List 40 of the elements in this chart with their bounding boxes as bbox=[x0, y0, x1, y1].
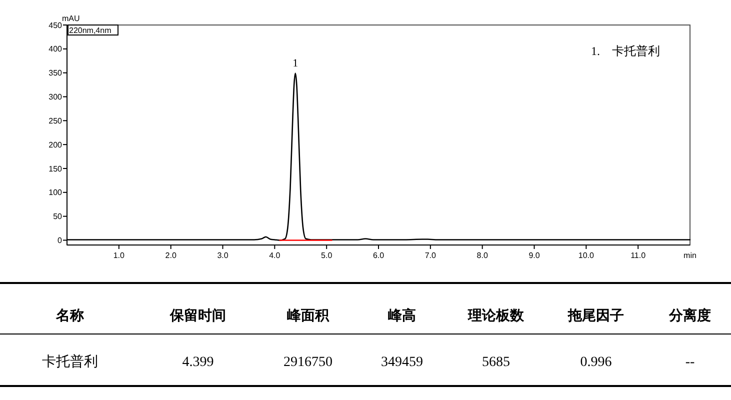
y-tick-label: 50 bbox=[53, 212, 63, 222]
category-label: 理论板数 bbox=[467, 308, 525, 324]
x-tick-label: 9.0 bbox=[528, 251, 540, 260]
y-tick-label: 200 bbox=[48, 140, 63, 150]
x-tick-label: 1.0 bbox=[113, 251, 126, 260]
category-label: 保留时间 bbox=[169, 308, 226, 324]
text: 卡托普利 bbox=[42, 353, 98, 370]
annotation: 1 bbox=[292, 57, 298, 70]
text: 2916750 bbox=[284, 355, 332, 370]
x-tick-label: 6.0 bbox=[372, 251, 385, 260]
x-tick-label: 10.0 bbox=[578, 251, 594, 260]
y-axis-title: mAU bbox=[62, 14, 80, 23]
x-tick-label: 7.0 bbox=[424, 251, 437, 260]
annotation: 1. 卡托普利 bbox=[591, 44, 660, 58]
text: -- bbox=[685, 355, 695, 370]
y-tick-label: 250 bbox=[48, 116, 63, 126]
x-tick-label: 3.0 bbox=[217, 251, 229, 260]
x-tick-label: 4.0 bbox=[269, 251, 281, 260]
y-tick-label: 150 bbox=[48, 164, 63, 174]
text: 4.399 bbox=[182, 355, 214, 370]
x-tick-label: 2.0 bbox=[165, 251, 177, 260]
y-tick-label: 350 bbox=[48, 68, 63, 78]
category-label: 峰面积 bbox=[287, 308, 330, 324]
category-label: 拖尾因子 bbox=[567, 308, 624, 324]
text: 0.996 bbox=[580, 355, 612, 370]
text: 349459 bbox=[381, 355, 423, 370]
annotation: 220nm,4nm bbox=[69, 26, 112, 35]
x-tick-label: 8.0 bbox=[476, 251, 488, 260]
category-label: 峰高 bbox=[388, 307, 416, 324]
x-tick-label: 11.0 bbox=[630, 251, 646, 260]
category-label: 名称 bbox=[55, 308, 84, 324]
category-label: 分离度 bbox=[668, 307, 711, 324]
y-tick-label: 400 bbox=[48, 44, 63, 54]
x-tick-label: 5.0 bbox=[321, 251, 333, 260]
y-tick-label: 0 bbox=[58, 236, 63, 246]
x-axis-title: min bbox=[684, 251, 696, 260]
text: 5685 bbox=[482, 355, 510, 370]
y-tick-label: 100 bbox=[48, 188, 63, 198]
y-tick-label: 450 bbox=[48, 20, 63, 30]
y-tick-label: 300 bbox=[48, 92, 63, 102]
